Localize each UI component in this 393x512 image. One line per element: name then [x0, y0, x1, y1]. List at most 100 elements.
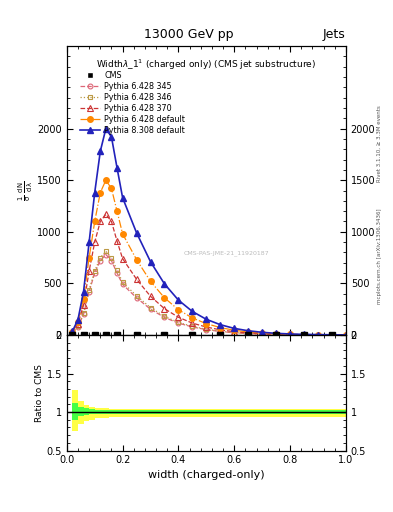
Pythia 6.428 370 — [92, 239, 97, 245]
Pythia 6.428 345 — [329, 332, 334, 338]
Pythia 6.428 370 — [302, 332, 307, 338]
Pythia 6.428 345 — [218, 328, 222, 334]
Pythia 6.428 345 — [260, 331, 264, 337]
Pythia 6.428 370 — [218, 327, 222, 333]
Pythia 6.428 default — [204, 321, 209, 327]
Pythia 6.428 default — [232, 327, 237, 333]
Pythia 6.428 default — [115, 208, 119, 214]
Pythia 8.308 default — [81, 289, 86, 295]
Pythia 6.428 346 — [98, 254, 103, 261]
Pythia 6.428 346 — [120, 280, 125, 286]
Pythia 6.428 370 — [329, 332, 334, 338]
Pythia 6.428 345 — [176, 320, 181, 326]
Pythia 6.428 346 — [316, 332, 320, 338]
Pythia 6.428 370 — [75, 321, 80, 327]
Pythia 6.428 345 — [109, 258, 114, 264]
Pythia 6.428 default — [316, 332, 320, 338]
Pythia 6.428 370 — [81, 302, 86, 308]
Pythia 6.428 370 — [115, 238, 119, 244]
X-axis label: width (charged-only): width (charged-only) — [148, 470, 264, 480]
Pythia 6.428 345 — [115, 270, 119, 276]
Line: Pythia 6.428 370: Pythia 6.428 370 — [70, 211, 349, 338]
Pythia 6.428 370 — [204, 324, 209, 330]
Pythia 6.428 345 — [302, 332, 307, 338]
Pythia 6.428 default — [98, 189, 103, 196]
Pythia 6.428 default — [148, 278, 153, 284]
Pythia 8.308 default — [75, 316, 80, 323]
Pythia 8.308 default — [260, 329, 264, 335]
Pythia 6.428 346 — [302, 332, 307, 338]
Pythia 6.428 370 — [98, 219, 103, 225]
Pythia 6.428 346 — [134, 293, 139, 299]
Pythia 8.308 default — [274, 330, 278, 336]
Pythia 6.428 default — [343, 332, 348, 338]
Pythia 6.428 default — [274, 331, 278, 337]
Pythia 6.428 345 — [204, 327, 209, 333]
Pythia 6.428 370 — [109, 219, 114, 225]
Pythia 6.428 345 — [75, 324, 80, 330]
Line: Pythia 8.308 default: Pythia 8.308 default — [70, 126, 349, 338]
Pythia 8.308 default — [87, 239, 92, 245]
Pythia 8.308 default — [232, 325, 237, 331]
Pythia 6.428 345 — [98, 258, 103, 264]
Pythia 6.428 370 — [232, 329, 237, 335]
Pythia 6.428 346 — [288, 331, 292, 337]
Pythia 6.428 370 — [103, 211, 108, 217]
Line: Pythia 6.428 default: Pythia 6.428 default — [70, 178, 349, 338]
Pythia 6.428 default — [246, 329, 251, 335]
Pythia 6.428 346 — [260, 331, 264, 337]
Pythia 6.428 346 — [162, 313, 167, 319]
Pythia 6.428 345 — [190, 324, 195, 330]
Pythia 6.428 370 — [190, 320, 195, 326]
Pythia 6.428 346 — [329, 332, 334, 338]
Pythia 8.308 default — [115, 165, 119, 171]
Pythia 6.428 default — [260, 330, 264, 336]
Text: mcplots.cern.ch [arXiv:1306.3436]: mcplots.cern.ch [arXiv:1306.3436] — [377, 208, 382, 304]
Pythia 6.428 default — [103, 177, 108, 183]
Pythia 6.428 370 — [288, 331, 292, 337]
Pythia 6.428 default — [75, 318, 80, 325]
Text: 13000 GeV pp: 13000 GeV pp — [144, 28, 233, 41]
Pythia 6.428 346 — [103, 248, 108, 254]
Pythia 8.308 default — [343, 332, 348, 338]
Pythia 6.428 346 — [204, 326, 209, 332]
Pythia 6.428 370 — [120, 255, 125, 262]
Pythia 6.428 default — [288, 331, 292, 337]
Pythia 6.428 default — [190, 315, 195, 321]
Pythia 6.428 default — [87, 254, 92, 261]
Pythia 8.308 default — [120, 195, 125, 201]
Text: Rivet 3.1.10, ≥ 3.3M events: Rivet 3.1.10, ≥ 3.3M events — [377, 105, 382, 182]
Legend: CMS, Pythia 6.428 345, Pythia 6.428 346, Pythia 6.428 370, Pythia 6.428 default,: CMS, Pythia 6.428 345, Pythia 6.428 346,… — [77, 68, 188, 138]
Text: CMS-PAS-JME-21_11920187: CMS-PAS-JME-21_11920187 — [184, 250, 270, 256]
Pythia 8.308 default — [288, 331, 292, 337]
Pythia 8.308 default — [92, 189, 97, 196]
Pythia 6.428 370 — [176, 314, 181, 321]
Pythia 6.428 346 — [92, 268, 97, 274]
Pythia 6.428 default — [81, 296, 86, 302]
Pythia 6.428 346 — [232, 330, 237, 336]
Pythia 6.428 345 — [87, 289, 92, 295]
Text: Width$\lambda$_1$^1$ (charged only) (CMS jet substructure): Width$\lambda$_1$^1$ (charged only) (CMS… — [96, 58, 316, 72]
Pythia 6.428 370 — [70, 329, 75, 335]
Pythia 6.428 345 — [246, 331, 251, 337]
Pythia 8.308 default — [302, 331, 307, 337]
Y-axis label: $\mathrm{\frac{1}{\sigma}\ \frac{dN}{d\lambda}}$: $\mathrm{\frac{1}{\sigma}\ \frac{dN}{d\l… — [16, 180, 35, 201]
Pythia 6.428 346 — [109, 254, 114, 261]
Pythia 6.428 346 — [218, 328, 222, 334]
Pythia 6.428 default — [329, 332, 334, 338]
Pythia 6.428 345 — [162, 314, 167, 321]
Pythia 8.308 default — [109, 134, 114, 140]
Pythia 6.428 default — [109, 185, 114, 191]
Pythia 6.428 345 — [134, 295, 139, 301]
Pythia 6.428 default — [134, 257, 139, 263]
Pythia 6.428 346 — [87, 287, 92, 293]
Pythia 6.428 default — [92, 219, 97, 225]
Pythia 8.308 default — [176, 297, 181, 303]
Pythia 6.428 346 — [148, 305, 153, 311]
Pythia 6.428 370 — [343, 332, 348, 338]
Pythia 6.428 346 — [115, 267, 119, 273]
Pythia 6.428 370 — [148, 293, 153, 300]
Pythia 6.428 345 — [81, 311, 86, 317]
Pythia 8.308 default — [218, 322, 222, 328]
Pythia 6.428 default — [120, 231, 125, 237]
